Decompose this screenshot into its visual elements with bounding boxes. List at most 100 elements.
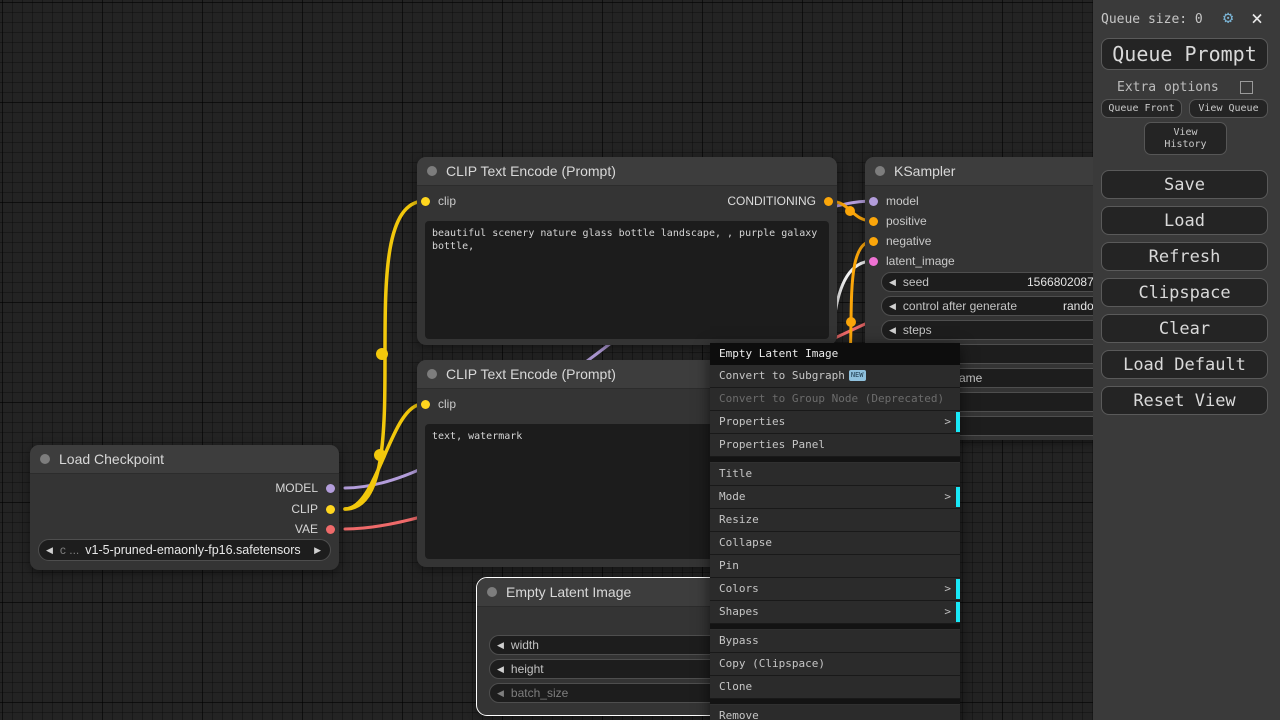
prev-option-arrow-icon[interactable]: ◀	[46, 544, 53, 555]
output-slot-vae[interactable]: VAE	[295, 521, 335, 537]
widget-label: width	[510, 638, 539, 652]
menu-item-clone[interactable]: Clone	[710, 676, 960, 699]
collapse-dot-icon[interactable]	[487, 587, 497, 597]
collapse-dot-icon[interactable]	[875, 166, 885, 176]
widget-steps[interactable]: ◀ steps	[881, 320, 1129, 340]
collapse-dot-icon[interactable]	[427, 166, 437, 176]
slot-dot-clip[interactable]	[421, 196, 430, 206]
menu-item-remove[interactable]: Remove	[710, 705, 960, 720]
menu-item-colors[interactable]: Colors >	[710, 578, 960, 601]
input-slot-model[interactable]: model	[869, 193, 919, 209]
input-slot-positive[interactable]: positive	[869, 213, 927, 229]
menu-item-label: Resize	[719, 513, 759, 526]
extra-options-checkbox[interactable]	[1240, 81, 1253, 94]
menu-item-copy-clipspace[interactable]: Copy (Clipspace)	[710, 653, 960, 676]
widget-control-after-generate[interactable]: ◀ control after generate randomize	[881, 296, 1129, 316]
load-default-button[interactable]: Load Default	[1101, 350, 1268, 379]
input-slot-negative[interactable]: negative	[869, 233, 931, 249]
widget-width[interactable]: ◀ width	[489, 635, 777, 655]
node-load-checkpoint[interactable]: Load Checkpoint MODEL CLIP VAE ◀ c ... v…	[30, 445, 339, 570]
slot-dot-positive[interactable]	[869, 216, 878, 226]
queue-front-button[interactable]: Queue Front	[1101, 99, 1182, 118]
output-slot-clip[interactable]: CLIP	[291, 501, 335, 517]
collapse-dot-icon[interactable]	[40, 454, 50, 464]
slot-dot-clip[interactable]	[326, 504, 335, 514]
extra-options-label: Extra options	[1117, 80, 1219, 95]
slot-dot-model[interactable]	[869, 196, 878, 206]
input-slot-latent-image[interactable]: latent_image	[869, 253, 955, 269]
slot-label: model	[886, 194, 919, 208]
menu-item-convert-to-group-node: Convert to Group Node (Deprecated)	[710, 388, 960, 411]
settings-gear-icon[interactable]: ⚙	[1223, 8, 1234, 28]
widget-value[interactable]: v1-5-pruned-emaonly-fp16.safetensors	[85, 543, 301, 557]
submenu-accent-bar	[956, 487, 960, 507]
slot-dot-latent-image[interactable]	[869, 256, 878, 266]
menu-item-pin[interactable]: Pin	[710, 555, 960, 578]
collapse-dot-icon[interactable]	[427, 369, 437, 379]
node-context-menu: Empty Latent Image Convert to Subgraph NE…	[710, 343, 960, 720]
menu-item-mode[interactable]: Mode >	[710, 486, 960, 509]
decrement-arrow-icon[interactable]: ◀	[889, 300, 896, 311]
input-slot-clip[interactable]: clip	[421, 396, 456, 412]
decrement-arrow-icon[interactable]: ◀	[497, 687, 504, 698]
decrement-arrow-icon[interactable]: ◀	[497, 663, 504, 674]
link-midpoint-dot[interactable]	[846, 317, 856, 327]
link-midpoint-dot[interactable]	[376, 348, 388, 360]
widget-label: steps	[902, 323, 932, 337]
queue-prompt-button[interactable]: Queue Prompt	[1101, 38, 1268, 70]
input-slot-clip[interactable]: clip	[421, 193, 456, 209]
widget-label: batch_size	[510, 686, 569, 700]
slot-label: CLIP	[291, 502, 318, 516]
decrement-arrow-icon[interactable]: ◀	[497, 639, 504, 650]
widget-ckpt-name[interactable]: ◀ c ... v1-5-pruned-emaonly-fp16.safeten…	[38, 539, 331, 561]
widget-label: control after generate	[902, 299, 1017, 313]
next-option-arrow-icon[interactable]: ▶	[314, 544, 321, 555]
widget-label: c ...	[59, 543, 80, 557]
widget-batch-size[interactable]: ◀ batch_size	[489, 683, 777, 703]
menu-item-collapse[interactable]: Collapse	[710, 532, 960, 555]
refresh-button[interactable]: Refresh	[1101, 242, 1268, 271]
view-history-button[interactable]: View History	[1144, 122, 1227, 155]
slot-dot-clip[interactable]	[421, 399, 430, 409]
menu-item-label: Bypass	[719, 634, 759, 647]
decrement-arrow-icon[interactable]: ◀	[889, 324, 896, 335]
save-button[interactable]: Save	[1101, 170, 1268, 199]
node-title-bar[interactable]: CLIP Text Encode (Prompt)	[417, 157, 837, 186]
menu-item-resize[interactable]: Resize	[710, 509, 960, 532]
link-midpoint-dot[interactable]	[845, 206, 855, 216]
menu-item-shapes[interactable]: Shapes >	[710, 601, 960, 624]
submenu-arrow-icon: >	[944, 582, 951, 595]
menu-item-label: Pin	[719, 559, 739, 572]
widget-value[interactable]: 1566802087	[1027, 275, 1094, 289]
menu-item-label: Copy (Clipspace)	[719, 657, 825, 670]
menu-item-label: Clone	[719, 680, 753, 693]
node-clip-text-encode-1[interactable]: CLIP Text Encode (Prompt) clip CONDITION…	[417, 157, 837, 345]
clipspace-button[interactable]: Clipspace	[1101, 278, 1268, 307]
menu-item-properties[interactable]: Properties >	[710, 411, 960, 434]
submenu-accent-bar	[956, 412, 960, 432]
reset-view-button[interactable]: Reset View	[1101, 386, 1268, 415]
menu-item-properties-panel[interactable]: Properties Panel	[710, 434, 960, 457]
output-slot-model[interactable]: MODEL	[275, 480, 335, 496]
slot-dot-vae[interactable]	[326, 524, 335, 534]
slot-dot-model[interactable]	[326, 483, 335, 493]
widget-seed[interactable]: ◀ seed 1566802087	[881, 272, 1129, 292]
menu-item-label: Collapse	[719, 536, 772, 549]
close-icon[interactable]: ×	[1251, 6, 1264, 30]
decrement-arrow-icon[interactable]: ◀	[889, 276, 896, 287]
menu-divider	[710, 624, 960, 630]
slot-dot-conditioning[interactable]	[824, 196, 833, 206]
widget-height[interactable]: ◀ height	[489, 659, 777, 679]
link-midpoint-dot[interactable]	[374, 449, 386, 461]
menu-item-convert-to-subgraph[interactable]: Convert to Subgraph NEW	[710, 365, 960, 388]
menu-item-bypass[interactable]: Bypass	[710, 630, 960, 653]
menu-item-title[interactable]: Title	[710, 463, 960, 486]
node-title-bar[interactable]: Load Checkpoint	[30, 445, 339, 474]
prompt-textarea[interactable]: beautiful scenery nature glass bottle la…	[425, 221, 829, 339]
output-slot-conditioning[interactable]: CONDITIONING	[727, 193, 833, 209]
view-queue-button[interactable]: View Queue	[1189, 99, 1268, 118]
slot-dot-negative[interactable]	[869, 236, 878, 246]
load-button[interactable]: Load	[1101, 206, 1268, 235]
clear-button[interactable]: Clear	[1101, 314, 1268, 343]
